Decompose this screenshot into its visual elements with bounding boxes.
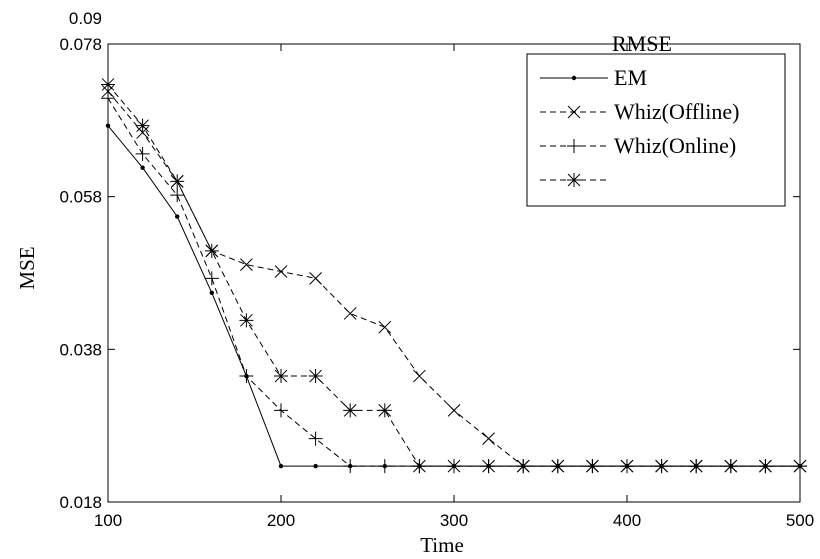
- data-point: [170, 174, 185, 189]
- axis-ticks: [107, 43, 801, 503]
- legend-entry: Whiz(Online): [540, 133, 736, 158]
- series-line: [107, 84, 800, 467]
- data-point: [274, 369, 288, 384]
- data-point: [101, 77, 115, 92]
- legend: RMSE EM Whiz(Offline) Whiz(Online): [526, 31, 786, 207]
- data-point: [309, 271, 322, 285]
- data-point: [585, 459, 600, 474]
- data-point: [204, 243, 219, 258]
- data-point: [567, 139, 581, 153]
- data-point: [377, 459, 392, 474]
- data-point: [313, 463, 318, 469]
- data-point: [689, 459, 704, 474]
- y-tick-label: 0.078: [59, 35, 102, 54]
- data-point: [793, 459, 807, 474]
- y-tick-label: 0.09: [69, 9, 102, 28]
- series-4: [101, 77, 807, 474]
- series-layer: [101, 77, 807, 474]
- legend-box: [526, 53, 786, 207]
- data-point: [274, 265, 288, 278]
- data-point: [101, 91, 115, 106]
- y-tick-label: 0.038: [59, 340, 102, 359]
- data-point: [105, 123, 111, 128]
- data-point: [343, 403, 358, 418]
- data-point: [274, 403, 288, 418]
- data-point: [447, 459, 461, 474]
- legend-items: EM Whiz(Offline) Whiz(Online): [540, 65, 739, 187]
- x-tick-label: 300: [440, 511, 468, 530]
- legend-label: Whiz(Online): [614, 133, 736, 158]
- legend-entry: EM: [540, 65, 647, 90]
- y-tick-label: 0.058: [59, 188, 102, 207]
- x-tick-label: 500: [786, 511, 814, 530]
- data-point: [447, 404, 461, 417]
- legend-entry: Whiz(Offline): [540, 99, 739, 124]
- data-point: [567, 173, 581, 187]
- data-point: [343, 459, 358, 474]
- data-point: [412, 459, 427, 474]
- data-point: [620, 459, 634, 474]
- data-point: [135, 118, 150, 133]
- data-point: [516, 459, 531, 474]
- data-point: [482, 432, 495, 445]
- axis-tick-labels: 100 200 300 400 500 0.018 0.038 0.058 0.078 0.09: [59, 9, 814, 530]
- data-point: [550, 459, 565, 474]
- data-point: [378, 320, 392, 334]
- data-point: [308, 369, 323, 384]
- x-tick-label: 200: [267, 511, 295, 530]
- x-tick-label: 100: [94, 511, 122, 530]
- data-point: [204, 271, 219, 286]
- data-point: [135, 146, 150, 161]
- legend-entry: [540, 173, 608, 187]
- data-point: [567, 105, 581, 119]
- data-point: [758, 459, 773, 474]
- data-point: [209, 290, 214, 296]
- data-point: [308, 431, 323, 446]
- x-axis-label: Time: [420, 533, 464, 557]
- y-tick-label: 0.018: [59, 493, 102, 512]
- data-point: [240, 258, 253, 271]
- data-point: [239, 313, 254, 328]
- data-point: [481, 459, 496, 474]
- data-point: [175, 214, 180, 219]
- data-point: [170, 188, 185, 203]
- data-point: [723, 459, 738, 474]
- y-axis-label: MSE: [15, 246, 39, 289]
- x-tick-label: 400: [613, 511, 641, 530]
- data-point: [571, 75, 577, 81]
- legend-label: Whiz(Offline): [614, 99, 739, 124]
- data-point: [654, 459, 669, 474]
- data-point: [377, 403, 392, 418]
- legend-label: EM: [614, 65, 647, 90]
- legend-title: RMSE: [612, 31, 672, 56]
- data-point: [343, 307, 357, 320]
- data-point: [278, 463, 284, 469]
- data-point: [239, 369, 254, 384]
- data-point: [413, 369, 426, 383]
- data-point: [140, 165, 145, 170]
